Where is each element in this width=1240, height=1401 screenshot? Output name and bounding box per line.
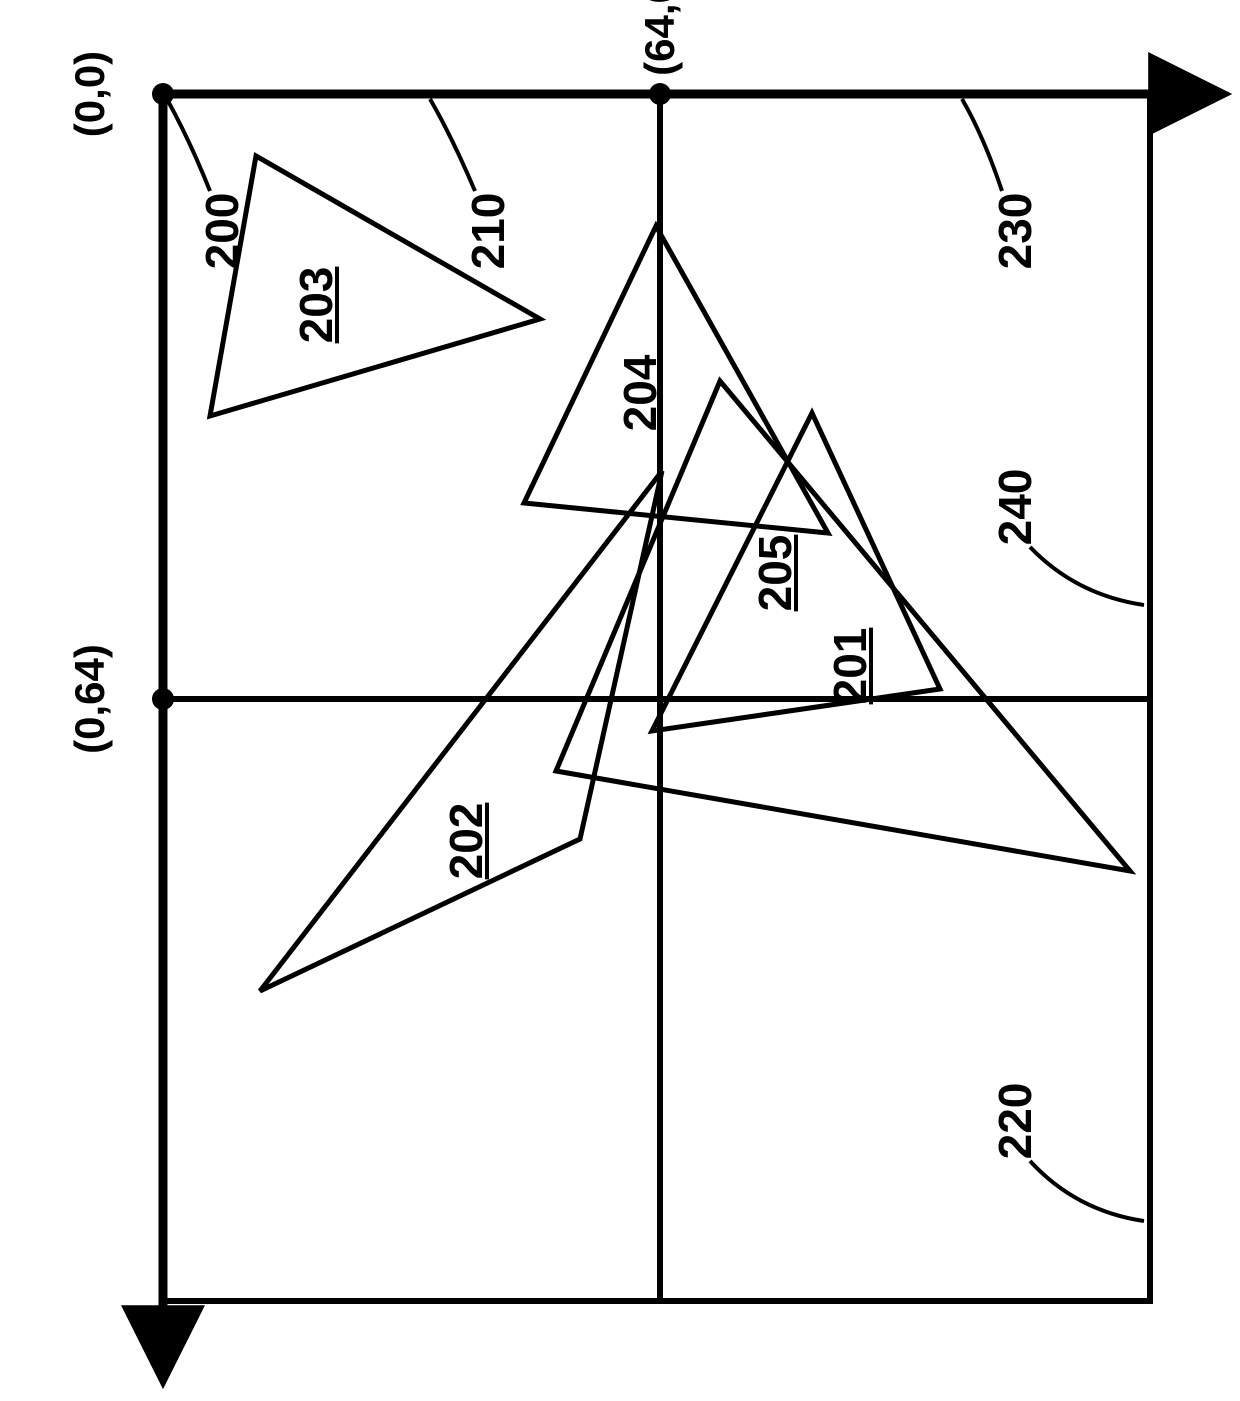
ref-220: 220 (985, 1021, 1045, 1221)
ref-230: 230 (985, 131, 1045, 331)
ref-220-leader (1030, 1161, 1144, 1221)
diagram-svg (0, 0, 1240, 1401)
tri-205-label: 205 (745, 473, 805, 673)
ref-240: 240 (985, 407, 1045, 607)
ref-200: 200 (192, 131, 252, 331)
tri-204-label: 204 (610, 293, 670, 493)
tri-203-label: 203 (286, 205, 346, 405)
tri-201-label: 201 (820, 566, 880, 766)
diagram-canvas: (0,0) (0,64) (64,0) 200 210 220 230 240 201 202 20… (0, 0, 1240, 1401)
tri-202-label: 202 (436, 741, 496, 941)
coord-0-0: (0,0) (60, 0, 120, 194)
ref-240-leader (1030, 547, 1144, 605)
coord-64-0: (64,0) (630, 0, 690, 121)
coord-0-64: (0,64) (60, 599, 120, 799)
ref-210: 210 (458, 131, 518, 331)
